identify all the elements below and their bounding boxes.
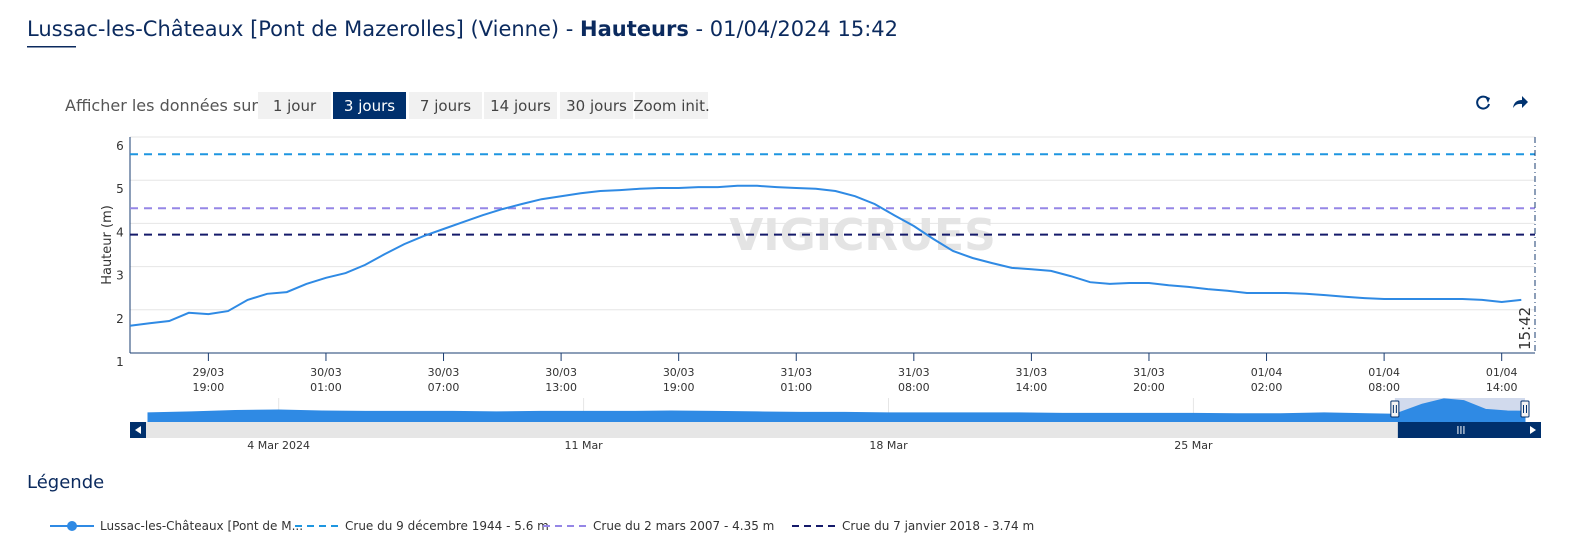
- range-button-label: 1 jour: [273, 97, 317, 115]
- series-line: [129, 184, 1522, 327]
- legend-title: Légende: [27, 472, 104, 493]
- navigator-area: [147, 398, 1526, 423]
- legend-label: Lussac-les-Châteaux [Pont de M...: [100, 519, 303, 533]
- navigator-handle-grip: [1523, 405, 1527, 413]
- legend-label: Crue du 7 janvier 2018 - 3.74 m: [842, 519, 1034, 533]
- navigator-tick-label: 18 Mar: [869, 439, 908, 452]
- share-button[interactable]: [1513, 96, 1528, 108]
- navigator-tick-label: 11 Mar: [564, 439, 603, 452]
- range-button[interactable]: 3 jours: [333, 92, 406, 119]
- x-tick-label: 31/03 20:00: [1133, 366, 1165, 394]
- legend-item[interactable]: Lussac-les-Châteaux [Pont de M...: [50, 519, 303, 533]
- navigator-handle[interactable]: [1390, 400, 1400, 418]
- scrollbar-left-arrow: [135, 426, 141, 434]
- legend-item[interactable]: Crue du 7 janvier 2018 - 3.74 m: [792, 519, 1034, 533]
- x-tick-label: 29/03 19:00: [193, 366, 225, 394]
- x-tick-label: 30/03 01:00: [310, 366, 342, 394]
- x-tick-label: 30/03 19:00: [663, 366, 695, 394]
- range-button-bg: [635, 92, 708, 119]
- range-button-bg: [484, 92, 557, 119]
- navigator-handle-grip: [1392, 405, 1397, 413]
- now-label: 15:42: [1516, 307, 1534, 350]
- y-tick-label: 3: [116, 269, 124, 283]
- x-tick-label: 01/04 08:00: [1368, 366, 1400, 394]
- range-button-bg: [560, 92, 633, 119]
- y-tick-label: 1: [116, 355, 124, 369]
- x-tick-label: 30/03 07:00: [428, 366, 460, 394]
- x-tick-label: 31/03 14:00: [1016, 366, 1048, 394]
- title-measure: Hauteurs: [580, 17, 689, 41]
- y-axis-title: Hauteur (m): [100, 205, 115, 285]
- title-underline: [27, 46, 76, 48]
- legend-label: Crue du 9 décembre 1944 - 5.6 m: [345, 519, 549, 533]
- navigator-tick-label: 4 Mar 2024: [247, 439, 310, 452]
- title-date: - 01/04/2024 15:42: [689, 17, 898, 41]
- legend-label: Crue du 2 mars 2007 - 4.35 m: [593, 519, 774, 533]
- range-button[interactable]: 7 jours: [409, 92, 482, 119]
- x-tick-label: 30/03 13:00: [545, 366, 577, 394]
- range-button-bg: [258, 92, 331, 119]
- legend-item[interactable]: Crue du 2 mars 2007 - 4.35 m: [543, 519, 774, 533]
- range-button-bg: [409, 92, 482, 119]
- range-button-label: 7 jours: [420, 97, 471, 115]
- scrollbar-track: [146, 422, 1525, 438]
- range-button-label: 30 jours: [566, 97, 627, 115]
- x-tick-label: 01/04 02:00: [1251, 366, 1283, 394]
- scrollbar-right-arrow: [1530, 426, 1536, 434]
- range-label: Afficher les données sur :: [65, 96, 268, 115]
- y-tick-label: 4: [116, 225, 124, 239]
- range-button[interactable]: 30 jours: [560, 92, 633, 119]
- x-tick-label: 31/03 08:00: [898, 366, 930, 394]
- legend-marker: [67, 521, 77, 531]
- y-tick-label: 6: [116, 139, 124, 153]
- x-tick-label: 31/03 01:00: [780, 366, 812, 394]
- navigator-handle[interactable]: [1520, 400, 1530, 418]
- range-button[interactable]: 1 jour: [258, 92, 331, 119]
- title-station: Lussac-les-Châteaux [Pont de Mazerolles]…: [27, 17, 580, 41]
- navigator-tick-label: 25 Mar: [1174, 439, 1213, 452]
- range-button[interactable]: 14 jours: [484, 92, 557, 119]
- range-button-label: Zoom init.: [633, 97, 710, 115]
- page-title: Lussac-les-Châteaux [Pont de Mazerolles]…: [27, 17, 898, 41]
- range-button-bg: [333, 92, 406, 119]
- y-tick-label: 5: [116, 182, 124, 196]
- range-button[interactable]: Zoom init.: [633, 92, 710, 119]
- x-tick-label: 01/04 14:00: [1486, 366, 1518, 394]
- refresh-button[interactable]: [1476, 95, 1490, 110]
- range-button-label: 14 jours: [490, 97, 551, 115]
- y-tick-label: 2: [116, 312, 124, 326]
- scrollbar-grip: [1457, 426, 1465, 434]
- legend-item[interactable]: Crue du 9 décembre 1944 - 5.6 m: [295, 519, 549, 533]
- range-button-label: 3 jours: [344, 97, 395, 115]
